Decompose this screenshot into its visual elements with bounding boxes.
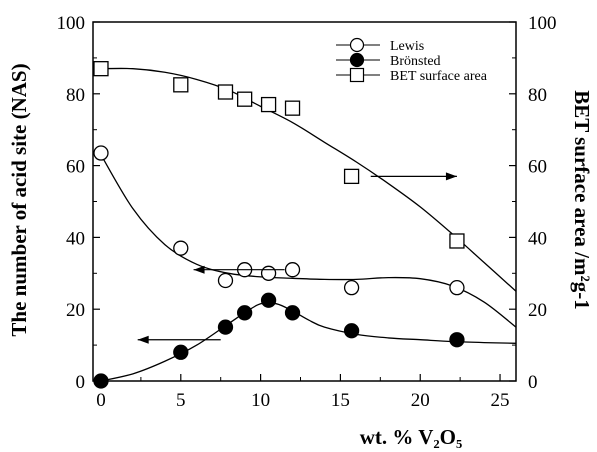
bet-surface-area-point [449,233,465,249]
bet-surface-area-point [236,91,253,107]
y-right-tick-label: 80 [528,85,547,106]
legend-bet-label: BET surface area [390,69,488,84]
x-axis-title: wt. % V₂O₅ [360,425,463,449]
bet-surface-area-point [217,84,234,100]
legend: Lewis Brönsted BET surface area [336,37,488,84]
y-left-tick-label: 20 [66,300,85,321]
legend-lewis-label: Lewis [390,39,424,54]
y-left-tick-label: 0 [76,372,86,393]
lewis-point [173,240,189,256]
bet-surface-area-fit-line [100,67,517,292]
x-tick-label: 25 [491,390,510,411]
bronsted-point [260,292,277,308]
y-right-axis-title: BET surface area /m²g-1 [570,90,594,310]
y-right-tick-label: 0 [528,372,538,393]
y-left-tick-label: 80 [66,85,85,106]
bet-surface-area-point [260,96,277,113]
lewis-fit-line [100,154,517,328]
y-left-tick-label: 60 [66,157,85,178]
lewis-point [93,145,109,161]
bronsted-point [173,344,189,360]
y-right-tick-label: 100 [528,13,557,34]
arrows [137,172,457,344]
x-tick-label: 10 [251,390,270,411]
legend-bet-marker [349,67,365,83]
y-left-axis-title: The number of acid site (NAS) [7,63,31,336]
bronsted-arrow-head [137,335,149,344]
lewis-arrow-head [193,265,205,274]
y-left-tick-label: 100 [57,13,86,34]
y-right-tick-label: 20 [528,300,547,321]
legend-bronsted-marker [349,52,365,68]
bronsted-point [93,373,109,389]
y-right-tick-label: 40 [528,228,547,249]
y-right-tick-label: 60 [528,157,547,178]
bronsted-point [449,332,465,348]
bronsted-point [343,323,360,339]
y-left-tick-label: 40 [66,228,85,249]
x-tick-label: 20 [411,390,430,411]
legend-bronsted-label: Brönsted [390,54,441,69]
x-tick-label: 0 [96,390,106,411]
lewis-point [284,262,301,278]
lewis-point [449,280,465,296]
lewis-point [343,280,360,296]
bronsted-point [217,319,234,335]
bet-arrow-head [445,172,457,181]
ticks: 0 5 10 15 20 25 0 20 40 60 80 100 0 20 40 60 80 100 [57,13,557,411]
bronsted-point [236,305,253,321]
bet-surface-area-point [343,168,360,185]
lewis-point [260,265,277,281]
legend-lewis-marker [349,37,365,53]
lewis-point [217,272,234,289]
bronsted-point [284,305,301,321]
bet-surface-area-point [173,77,189,93]
bet-surface-area-point [93,61,109,77]
x-tick-label: 5 [176,390,186,411]
bet-surface-area-point [284,100,301,116]
x-tick-label: 15 [331,390,350,411]
